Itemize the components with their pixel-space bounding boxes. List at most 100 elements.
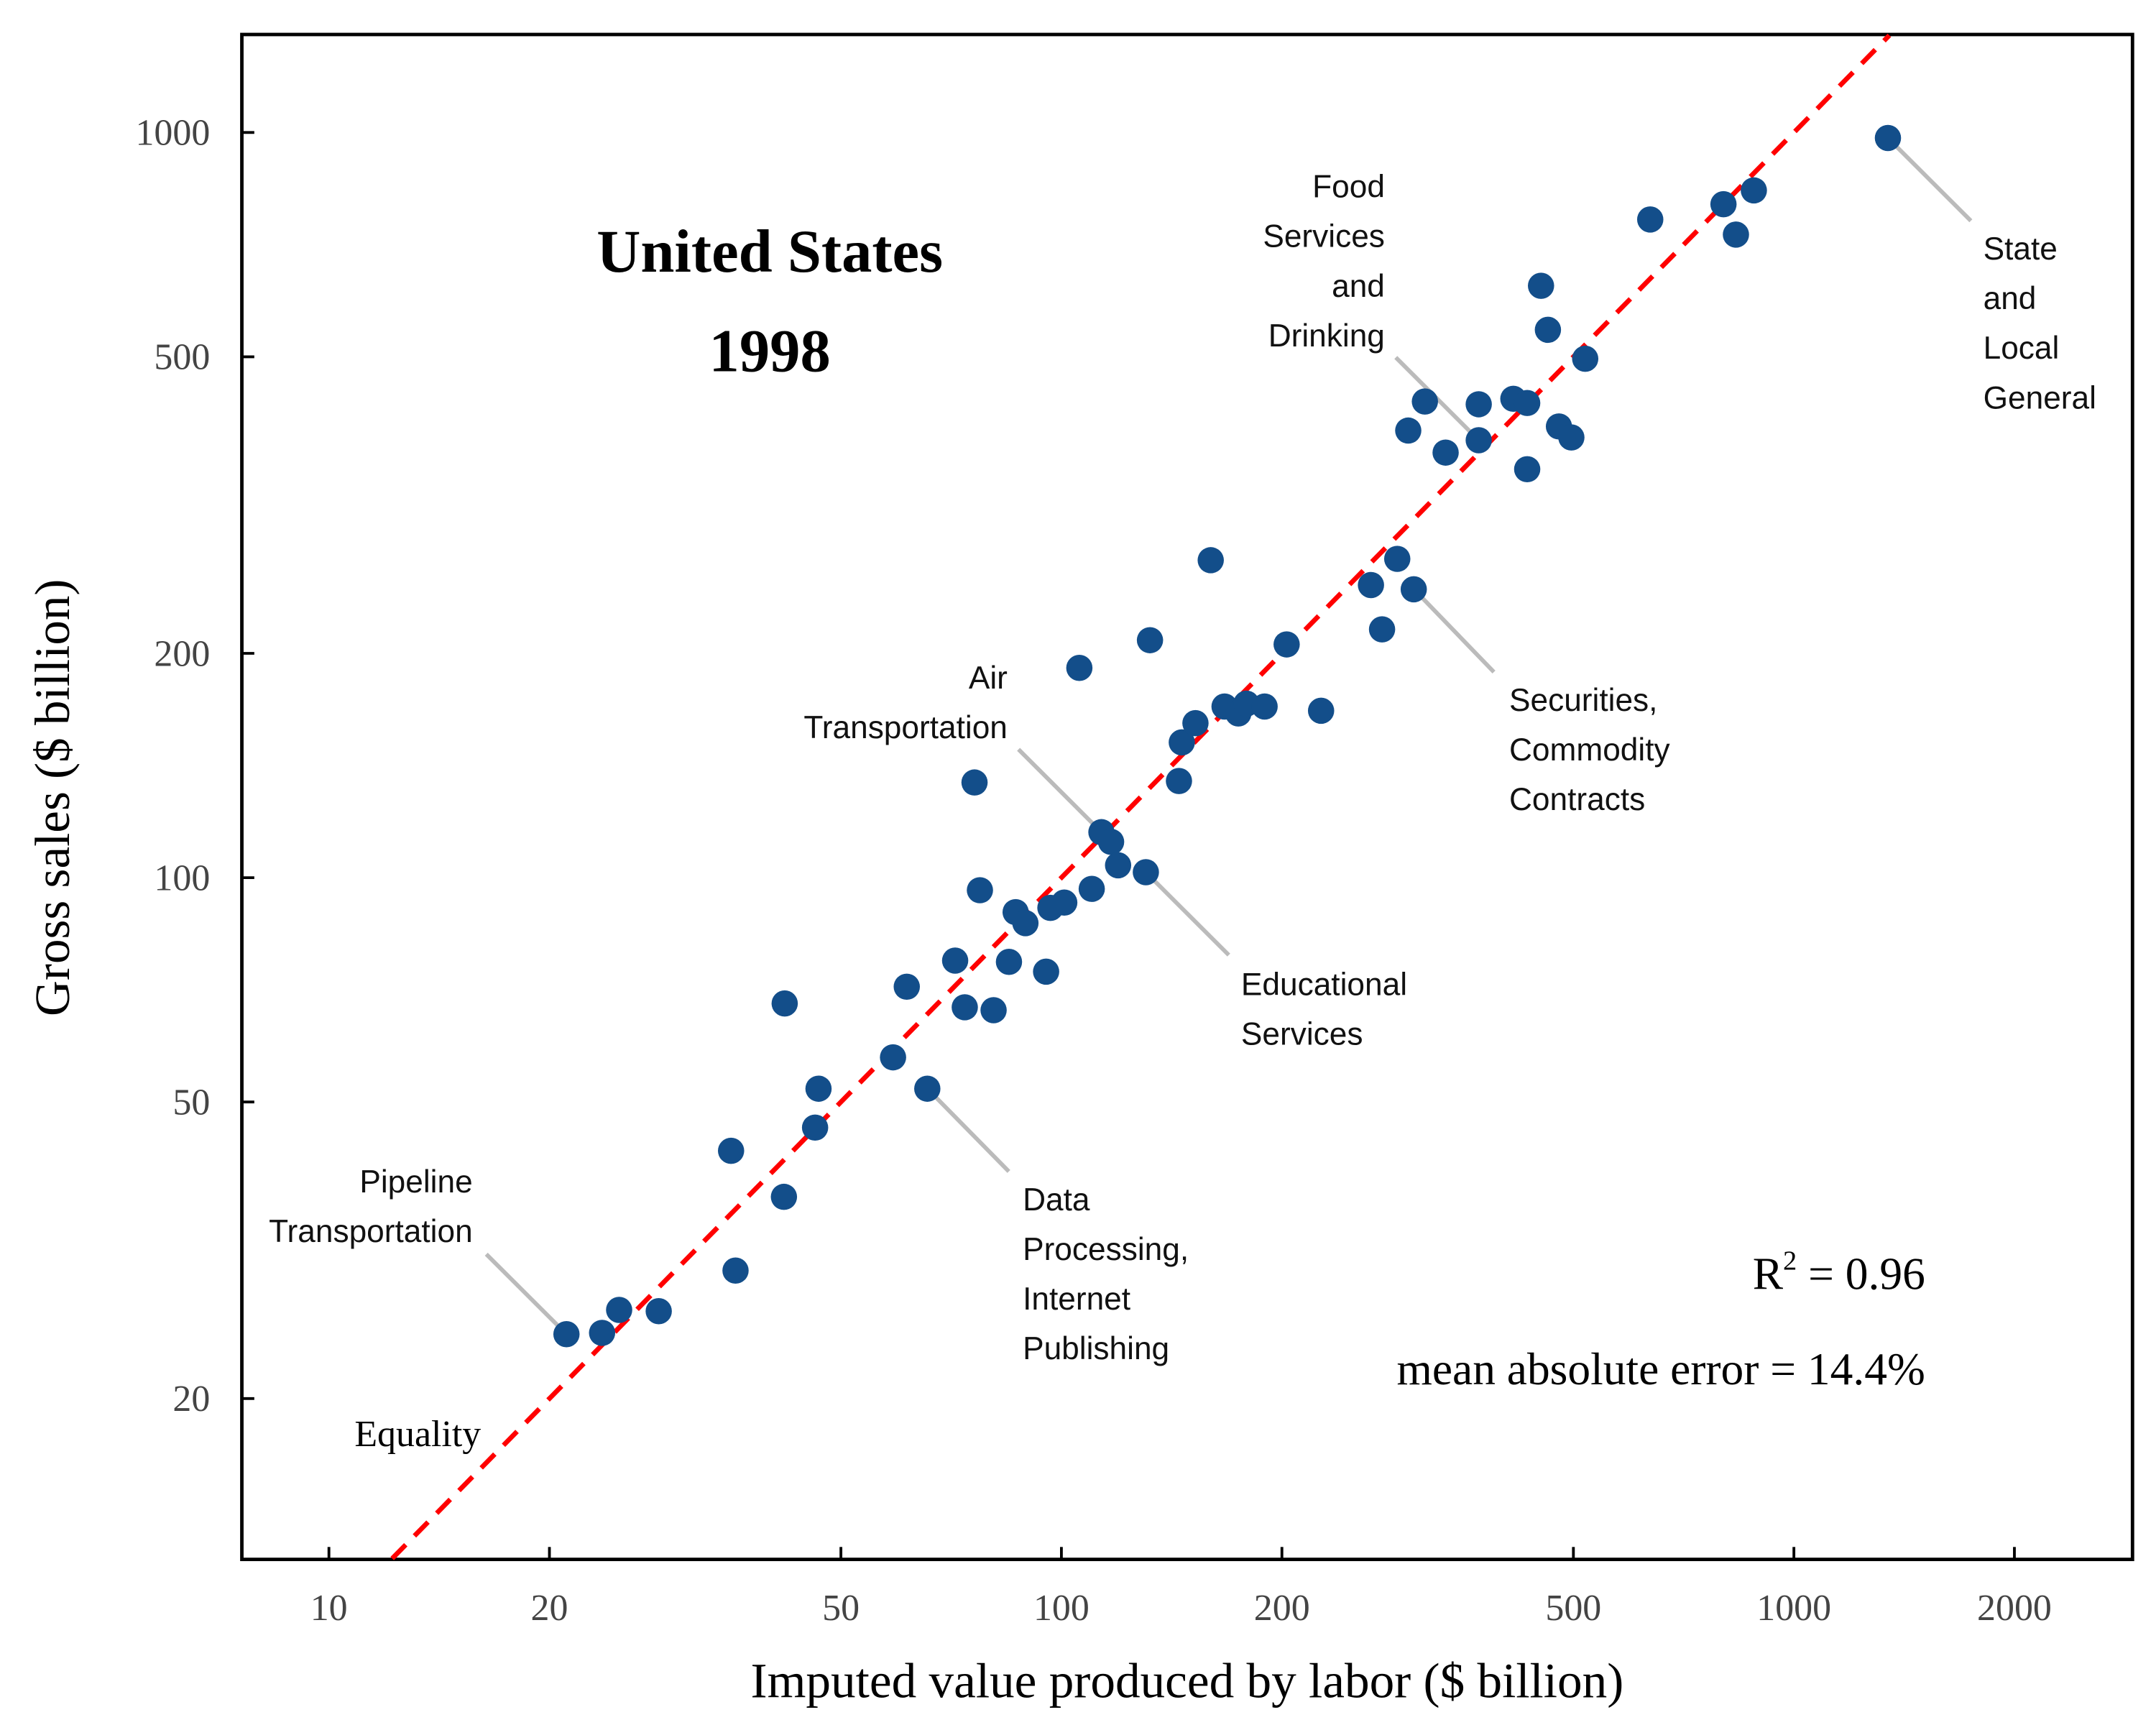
data-point: [1033, 958, 1059, 985]
chart-title: United States: [596, 218, 943, 285]
x-tick-label: 10: [310, 1588, 348, 1629]
data-point: [1534, 316, 1562, 344]
data-point: [589, 1320, 616, 1346]
data-point: [1636, 206, 1664, 233]
annotation-line: State: [1984, 231, 2058, 267]
equality-label: Equality: [354, 1414, 481, 1455]
y-tick-label: 20: [172, 1379, 210, 1420]
data-point: [1383, 546, 1411, 572]
annotation-line: Internet: [1023, 1282, 1130, 1317]
annotation-line: Securities,: [1509, 683, 1657, 718]
data-point: [1514, 390, 1541, 416]
data-point: [1400, 576, 1427, 603]
annotation-line: Drinking: [1268, 318, 1385, 354]
annotation-label: Data Processing, Internet Publishing: [1023, 1182, 1189, 1366]
data-point: [893, 973, 921, 1000]
annotation-label: Securities, Commodity Contracts: [1509, 683, 1670, 817]
y-tick-label: 1000: [135, 113, 210, 154]
y-tick-label: 100: [154, 857, 210, 898]
data-point: [1368, 616, 1396, 643]
data-point: [995, 948, 1023, 975]
y-tick-label: 200: [154, 633, 210, 674]
data-point: [1197, 547, 1224, 574]
data-point: [553, 1321, 580, 1348]
data-point: [1358, 571, 1384, 599]
annotation-line: Publishing: [1023, 1331, 1169, 1366]
annotation-line: Transportation: [803, 710, 1008, 745]
data-point: [967, 877, 993, 903]
data-point: [1169, 729, 1195, 756]
annotation-line: Contracts: [1509, 782, 1645, 817]
equality-line: [390, 33, 1892, 1560]
x-tick-label: 2000: [1977, 1588, 2052, 1629]
annotation-line: Transportation: [269, 1214, 473, 1249]
data-point: [941, 947, 969, 974]
chart-subtitle: 1998: [709, 318, 831, 385]
x-tick-label: 500: [1545, 1588, 1601, 1629]
annotation-leader-line: [931, 1092, 1010, 1173]
annotation-line: Services: [1241, 1016, 1363, 1052]
r2-stat: R2 = 0.96: [1753, 1246, 1925, 1299]
data-point: [1307, 697, 1335, 724]
data-point: [1395, 417, 1422, 444]
annotation-label: Educational Services: [1241, 967, 1407, 1052]
data-point: [1251, 693, 1278, 720]
annotation-line: Educational: [1241, 967, 1407, 1002]
plot-frame: [240, 32, 2134, 1561]
y-axis-label: Gross sales ($ billion): [24, 579, 80, 1016]
x-tick-label: 20: [531, 1588, 568, 1629]
data-point: [1078, 875, 1105, 902]
data-point: [1527, 272, 1554, 299]
data-point: [952, 994, 978, 1021]
data-point: [1182, 709, 1209, 737]
data-point: [1012, 910, 1039, 937]
data-point: [1051, 889, 1078, 916]
data-point: [1572, 345, 1599, 372]
data-point: [1723, 221, 1749, 248]
annotation-leader-line: [1892, 142, 1973, 223]
data-point: [914, 1075, 941, 1102]
annotation-label: Pipeline Transportation: [269, 1164, 473, 1249]
data-point: [880, 1044, 906, 1071]
mae-stat: mean absolute error = 14.4%: [1397, 1343, 1925, 1394]
annotation-line: Food: [1312, 170, 1385, 205]
data-point: [801, 1114, 829, 1141]
x-tick-label: 1000: [1756, 1588, 1831, 1629]
x-tick-label: 200: [1254, 1588, 1310, 1629]
x-tick-label: 50: [822, 1588, 860, 1629]
data-point: [1874, 124, 1902, 152]
data-point: [961, 769, 988, 796]
x-tick-label: 100: [1033, 1588, 1089, 1629]
data-point: [1465, 391, 1492, 418]
annotation-label: State and Local General: [1984, 231, 2096, 415]
annotation-label: Food Services and Drinking: [1263, 170, 1385, 354]
data-point: [1558, 424, 1585, 451]
annotation-line: Services: [1263, 219, 1385, 254]
y-tick-label: 500: [154, 337, 210, 378]
x-axis-label: Imputed value produced by labor ($ billi…: [751, 1653, 1624, 1708]
data-point: [1465, 427, 1492, 454]
annotation-line: General: [1984, 380, 2096, 415]
annotation-leader-line: [484, 1252, 563, 1330]
annotation-label: Air Transportation: [803, 661, 1008, 745]
data-point: [1741, 177, 1767, 204]
data-point: [722, 1257, 749, 1284]
annotation-leader-line: [1417, 593, 1496, 674]
annotation-leader-line: [1150, 876, 1230, 957]
data-point: [1514, 456, 1541, 483]
data-point: [645, 1297, 672, 1325]
annotation-line: Data: [1023, 1182, 1090, 1218]
data-point: [1273, 631, 1300, 658]
data-point: [1097, 829, 1125, 855]
data-point: [1710, 190, 1737, 218]
annotation-line: Air: [969, 661, 1008, 696]
annotation-line: and: [1984, 281, 2037, 316]
data-point: [1133, 859, 1159, 886]
data-point: [771, 990, 798, 1017]
data-point: [980, 997, 1007, 1024]
data-point: [606, 1297, 632, 1323]
data-point: [770, 1183, 798, 1210]
annotation-leader-line: [1017, 748, 1097, 829]
data-point: [1432, 439, 1459, 466]
